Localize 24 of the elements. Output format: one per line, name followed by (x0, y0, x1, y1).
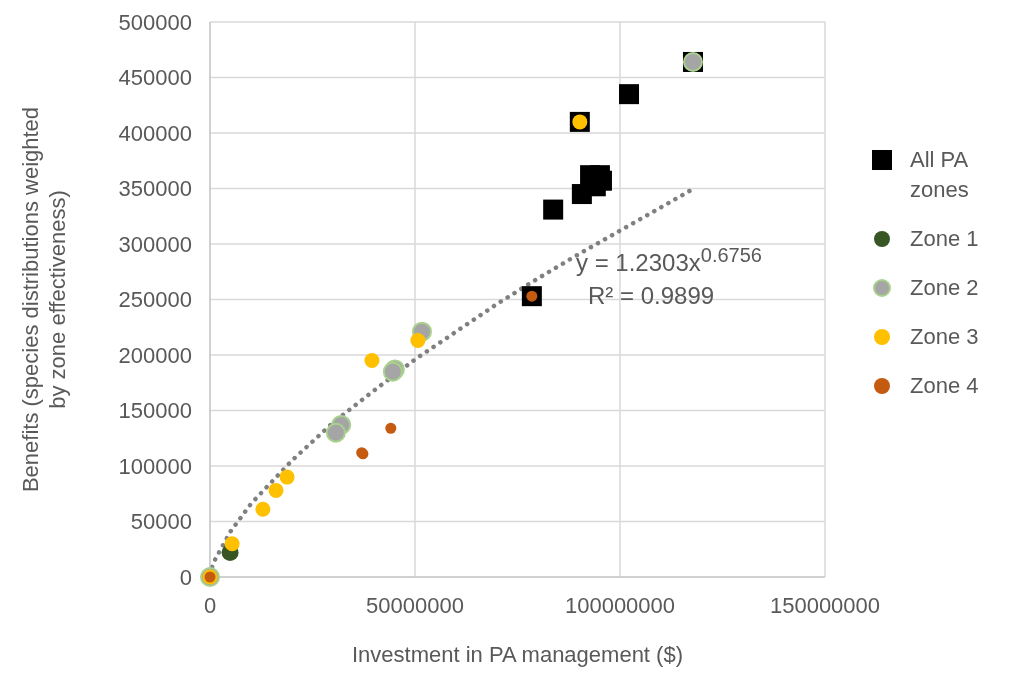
legend-label: Zone 1 (910, 225, 980, 253)
y-tick-label: 100000 (118, 453, 192, 479)
y-tick-label: 300000 (118, 231, 192, 257)
legend-label: All PA zones (910, 146, 970, 204)
annotation: y = 1.2303x$^{0.6756}$ (576, 244, 762, 277)
y-tick-label: 0 (179, 564, 192, 590)
y-tick-label: 150000 (118, 398, 192, 424)
y-tick-label: 50000 (130, 509, 192, 535)
x-tick-label: 150000000 (769, 592, 881, 618)
y-axis-title: Benefits (species distributions weighted by zone effectiveness) (18, 106, 70, 493)
y-tick-label: 250000 (118, 287, 192, 313)
y-tick-label: 200000 (118, 342, 192, 368)
x-tick-label: 0 (203, 592, 217, 618)
legend-label: Zone 3 (910, 323, 980, 351)
y-tick-label: 350000 (118, 176, 192, 202)
annotation: R² = 0.9899 (588, 282, 715, 310)
legend-label: Zone 4 (910, 372, 980, 400)
x-tick-label: 100000000 (564, 592, 676, 618)
y-tick-label: 400000 (118, 120, 192, 146)
x-axis-title: Investment in PA management ($) (352, 642, 683, 667)
x-tick-label: 50000000 (366, 592, 464, 618)
y-tick-label: 500000 (118, 9, 192, 35)
legend-label: Zone 2 (910, 274, 980, 302)
y-tick-label: 450000 (118, 65, 192, 91)
